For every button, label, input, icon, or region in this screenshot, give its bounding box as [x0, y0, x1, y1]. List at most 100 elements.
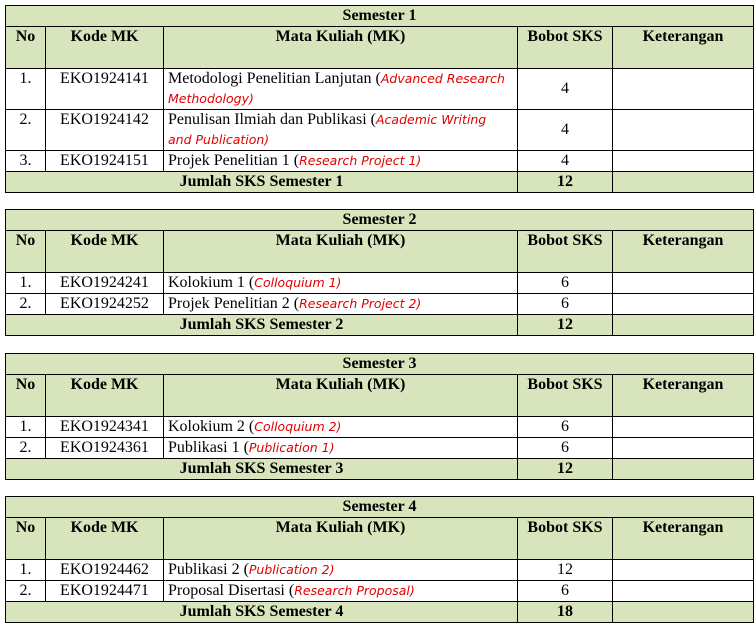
column-header-row: No Kode MK Mata Kuliah (MK) Bobot SKS Ketera… [5, 374, 755, 417]
table-row: 2. EKO1924252 Projek Penelitian 2 (Researc… [5, 293, 755, 315]
row-no: 1. [5, 559, 46, 581]
row-mata-kuliah: Projek Penelitian 1 (Research Project 1) [163, 150, 518, 172]
row-keterangan [611, 580, 755, 602]
total-label: Jumlah SKS Semester 1 [5, 171, 518, 193]
row-mata-kuliah: Publikasi 1 (Publication 1) [163, 437, 518, 459]
row-kode: EKO1924341 [45, 416, 164, 438]
total-row: Jumlah SKS Semester 3 12 [5, 458, 755, 480]
mk-name: Metodologi Penelitian Lanjutan ( [168, 70, 381, 87]
row-sks: 6 [517, 416, 613, 438]
mk-name: Publikasi 2 ( [168, 561, 249, 578]
row-kode: EKO1924462 [45, 559, 164, 581]
total-sks: 18 [517, 601, 613, 623]
table-row: 2. EKO1924142 Penulisan Ilmiah dan Publika… [5, 109, 755, 151]
mk-english-name: Advanced Research Methodology) [168, 71, 505, 106]
total-sks: 12 [517, 314, 613, 336]
mk-english-name: Publication 2) [248, 562, 335, 577]
row-mata-kuliah: Proposal Disertasi (Research Proposal) [163, 580, 518, 602]
row-keterangan [611, 109, 755, 151]
row-kode: EKO1924151 [45, 150, 164, 172]
header-mk: Mata Kuliah (MK) [163, 374, 518, 417]
table-row: 1. EKO1924341 Kolokium 2 (Colloquium 2) 6 [5, 416, 755, 438]
column-header-row: No Kode MK Mata Kuliah (MK) Bobot SKS Ketera… [5, 230, 755, 273]
table-row: 1. EKO1924241 Kolokium 1 (Colloquium 1) 6 [5, 272, 755, 294]
table-row: 3. EKO1924151 Projek Penelitian 1 (Researc… [5, 150, 755, 172]
row-kode: EKO1924142 [45, 109, 164, 151]
row-keterangan [611, 416, 755, 438]
row-no: 3. [5, 150, 46, 172]
mk-name: Proposal Disertasi ( [168, 582, 295, 599]
header-mk: Mata Kuliah (MK) [163, 26, 518, 69]
header-ket: Keterangan [611, 26, 755, 69]
total-label: Jumlah SKS Semester 2 [5, 314, 518, 336]
row-sks: 12 [517, 559, 613, 581]
mk-name: Kolokium 2 ( [168, 418, 255, 435]
row-kode: EKO1924141 [45, 68, 164, 110]
total-keterangan [611, 314, 755, 336]
mk-name: Projek Penelitian 1 ( [168, 152, 300, 169]
row-mata-kuliah: Metodologi Penelitian Lanjutan (Advanced… [163, 68, 518, 110]
row-no: 2. [5, 109, 46, 151]
table-row: 1. EKO1924462 Publikasi 2 (Publication 2) 1… [5, 559, 755, 581]
header-mk: Mata Kuliah (MK) [163, 517, 518, 560]
row-kode: EKO1924471 [45, 580, 164, 602]
mk-english-name: Colloquium 1) [254, 275, 342, 290]
mk-name: Projek Penelitian 2 ( [168, 295, 300, 312]
row-sks: 4 [517, 109, 613, 151]
total-row: Jumlah SKS Semester 4 18 [5, 601, 755, 623]
header-no: No [5, 517, 46, 560]
row-keterangan [611, 293, 755, 315]
semester-title: Semester 1 [4, 5, 755, 27]
mk-english-name: Academic Writing and Publication) [168, 112, 487, 147]
table-row: 2. EKO1924471 Proposal Disertasi (Research… [5, 580, 755, 602]
row-sks: 6 [517, 272, 613, 294]
semester-title-row: Semester 1 [4, 5, 755, 27]
total-keterangan [611, 171, 755, 193]
header-kode: Kode MK [45, 230, 164, 273]
mk-english-name: Research Project 2) [299, 296, 422, 311]
total-label: Jumlah SKS Semester 3 [5, 458, 518, 480]
total-row: Jumlah SKS Semester 2 12 [5, 314, 755, 336]
row-mata-kuliah: Kolokium 2 (Colloquium 2) [163, 416, 518, 438]
row-mata-kuliah: Publikasi 2 (Publication 2) [163, 559, 518, 581]
header-ket: Keterangan [611, 230, 755, 273]
row-sks: 6 [517, 437, 613, 459]
semester-title-row: Semester 2 [4, 209, 755, 231]
row-keterangan [611, 437, 755, 459]
semester-title-row: Semester 3 [4, 353, 755, 375]
total-sks: 12 [517, 171, 613, 193]
mk-name: Kolokium 1 ( [168, 274, 255, 291]
header-bobot: Bobot SKS [517, 26, 613, 69]
header-no: No [5, 374, 46, 417]
header-ket: Keterangan [611, 374, 755, 417]
row-no: 1. [5, 416, 46, 438]
header-bobot: Bobot SKS [517, 517, 613, 560]
row-no: 1. [5, 272, 46, 294]
row-kode: EKO1924361 [45, 437, 164, 459]
mk-english-name: Publication 1) [248, 440, 335, 455]
total-keterangan [611, 601, 755, 623]
row-sks: 4 [517, 68, 613, 110]
table-row: 1. EKO1924141 Metodologi Penelitian Lanjut… [5, 68, 755, 110]
semester-title: Semester 3 [4, 353, 755, 375]
row-keterangan [611, 150, 755, 172]
row-mata-kuliah: Kolokium 1 (Colloquium 1) [163, 272, 518, 294]
row-no: 2. [5, 580, 46, 602]
mk-name: Publikasi 1 ( [168, 439, 249, 456]
header-ket: Keterangan [611, 517, 755, 560]
row-no: 2. [5, 293, 46, 315]
semester-3-table: Semester 3 No Kode MK Mata Kuliah (MK) Bobot… [4, 353, 755, 480]
semester-4-table: Semester 4 No Kode MK Mata Kuliah (MK) Bobot… [4, 496, 755, 623]
total-label: Jumlah SKS Semester 4 [5, 601, 518, 623]
row-mata-kuliah: Projek Penelitian 2 (Research Project 2) [163, 293, 518, 315]
row-no: 2. [5, 437, 46, 459]
header-kode: Kode MK [45, 26, 164, 69]
header-kode: Kode MK [45, 374, 164, 417]
header-kode: Kode MK [45, 517, 164, 560]
row-keterangan [611, 272, 755, 294]
total-sks: 12 [517, 458, 613, 480]
mk-english-name: Research Proposal) [294, 583, 415, 598]
semester-title-row: Semester 4 [4, 496, 755, 518]
row-no: 1. [5, 68, 46, 110]
mk-name: Penulisan Ilmiah dan Publikasi ( [168, 111, 376, 128]
